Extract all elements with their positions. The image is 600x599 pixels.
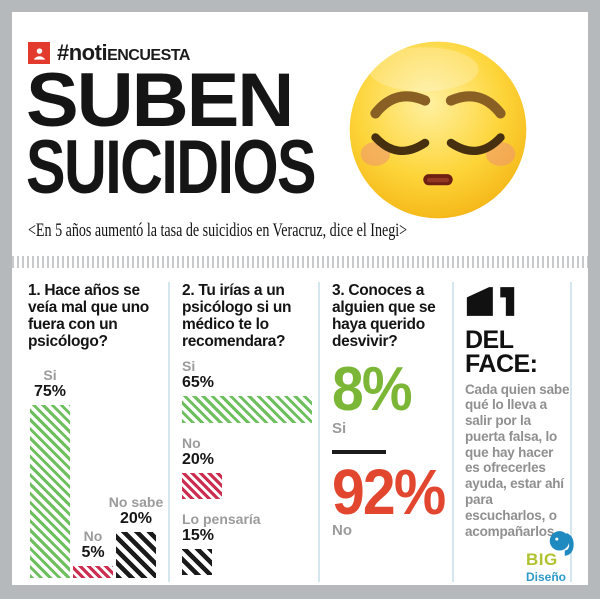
q2-bar-group: Si 65% xyxy=(182,358,318,424)
q2-bar xyxy=(182,396,312,424)
logo-text-diseno: Diseño xyxy=(526,570,567,584)
title-line-2: SUICIDIOS xyxy=(26,124,317,210)
q1-bar xyxy=(30,405,70,579)
quote-title: DEL FACE: xyxy=(465,326,570,378)
bar-value: 20% xyxy=(119,509,153,527)
infographic-page: #notiENCUESTA SUBEN SUICIDIOS xyxy=(12,12,588,585)
bar-category: No sabe xyxy=(108,493,164,510)
header: #notiENCUESTA xyxy=(28,40,190,66)
bar-value: 5% xyxy=(81,543,105,561)
question-2-title: 2. Tu irías a un psicólogo si un médico … xyxy=(182,282,292,351)
quote-title-line-1: DEL xyxy=(465,326,514,354)
q1-bar-label: No 5% xyxy=(53,527,133,561)
q1-bar-label: No sabe 20% xyxy=(96,493,176,527)
stat-no-value: 92% xyxy=(332,455,446,528)
question-1-title: 1. Hace años se veía mal que uno fuera c… xyxy=(28,282,149,351)
question-2-column: 2. Tu irías a un psicólogo si un médico … xyxy=(168,282,318,582)
hashtag-caps: ENCUESTA xyxy=(107,47,190,64)
stat-si-block: 8% Si xyxy=(332,355,452,437)
quote-mark-svg xyxy=(466,287,515,316)
bar-category: Si xyxy=(182,358,196,375)
bar-category: Si xyxy=(43,366,57,383)
logo-text-big: BIG xyxy=(526,550,558,569)
question-1-column: 1. Hace años se veía mal que uno fuera c… xyxy=(28,282,168,582)
pensive-face-emoji xyxy=(346,38,530,222)
q1-bar xyxy=(73,566,113,579)
elephant-svg xyxy=(549,531,574,556)
stat-divider-line xyxy=(332,449,386,454)
question-1-bar-chart: Si 75% No 5% No sabe 20% xyxy=(28,356,164,579)
bar-value: 75% xyxy=(33,382,67,400)
question-3-column: 3. Conoces a alguien que se haya querido… xyxy=(318,282,452,582)
survey-columns: 1. Hace años se veía mal que uno fuera c… xyxy=(28,282,572,582)
question-2-bar-chart: Si 65% No 20% Lo pensaría 15% xyxy=(182,358,318,576)
stat-no-label: No xyxy=(332,522,352,540)
hashtag-bold: #noti xyxy=(57,40,108,65)
bar-value: 65% xyxy=(182,374,215,392)
stat-si-label: Si xyxy=(332,419,347,437)
q1-bar xyxy=(116,532,156,579)
q2-bar-group: Lo pensaría 15% xyxy=(182,511,318,576)
subtitle: <En 5 años aumentó la tasa de suicidios … xyxy=(28,220,408,241)
hashtag-title: #notiENCUESTA xyxy=(57,40,190,66)
question-3-title: 3. Conoces a alguien que se haya querido… xyxy=(332,282,436,351)
quote-body: Cada quien sabe qué lo lleva a salir por… xyxy=(465,381,570,539)
quote-column: DEL FACE: Cada quien sabe qué lo lleva a… xyxy=(452,282,570,582)
quote-icon xyxy=(465,284,570,325)
striped-divider xyxy=(12,256,588,268)
q2-bar xyxy=(182,549,212,576)
bar-category: No xyxy=(83,527,103,544)
bar-category: No xyxy=(182,435,201,452)
pensive-emoji-svg xyxy=(349,41,527,219)
stat-no-block: 92% No xyxy=(332,455,452,540)
quote-title-line-2: FACE: xyxy=(465,349,538,378)
main-title: SUBEN SUICIDIOS xyxy=(26,63,397,210)
bar-category: Lo pensaría xyxy=(182,511,261,528)
big-diseno-logo: BIG Diseño xyxy=(520,529,582,585)
title-line-1: SUBEN xyxy=(26,58,294,143)
person-icon xyxy=(33,47,45,60)
q1-bar-label: Si 75% xyxy=(12,366,90,400)
bar-value: 15% xyxy=(182,527,215,545)
q2-bar-group: No 20% xyxy=(182,435,318,500)
bar-value: 20% xyxy=(182,451,215,469)
elephant-icon xyxy=(548,529,578,563)
stat-si-value: 8% xyxy=(332,355,413,425)
user-badge-icon xyxy=(28,42,50,64)
q2-bar xyxy=(182,473,222,500)
